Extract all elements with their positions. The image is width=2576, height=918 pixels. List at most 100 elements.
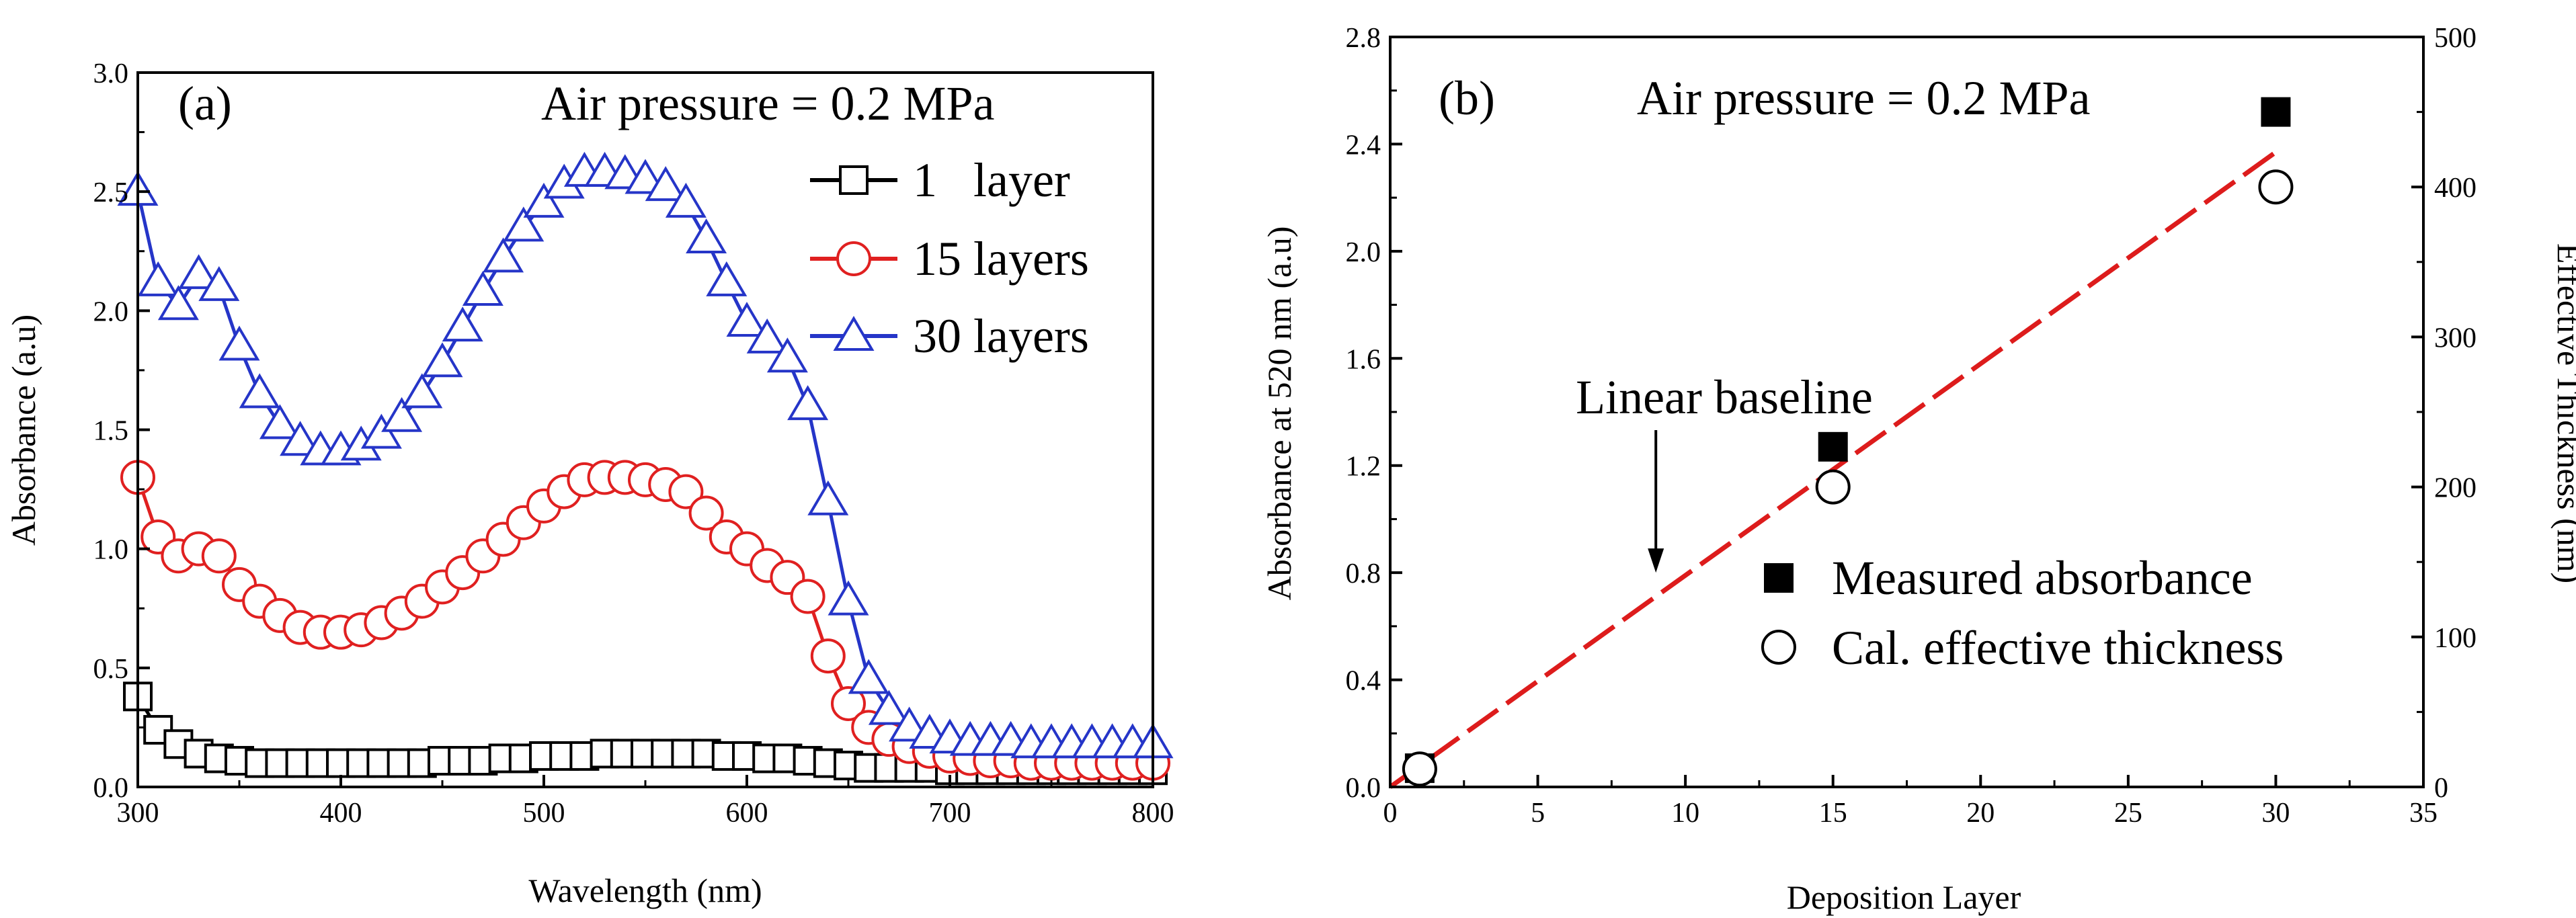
- panel-b-chart: 0 5 10 15 20 25 30 35 0.0 0.4 0.8 1.2 1.6 2.0 2.4 2.8 0 1…: [1260, 23, 2576, 916]
- x-tick-label: 20: [1966, 798, 1995, 829]
- panel-a-annotation: Air pressure = 0.2 MPa: [541, 77, 995, 130]
- panel-b-ticks: 0 5 10 15 20 25 30 35 0.0 0.4 0.8 1.2 1.6 2.0 2.4 2.8 0 1…: [1346, 23, 2477, 829]
- y2-tick-label: 400: [2434, 173, 2477, 204]
- baseline-arrow: [1648, 430, 1664, 573]
- arrow-head: [1648, 548, 1664, 573]
- data-point-15-layers: [688, 495, 724, 531]
- data-point-30-layers: [462, 271, 504, 306]
- legend-entry-thickness: Cal. effective thickness: [1761, 621, 2284, 675]
- y-tick-label: 2.4: [1346, 130, 1381, 161]
- data-point-30-layers: [421, 342, 463, 378]
- data-point-30-layers: [401, 373, 443, 409]
- y-tick-label: 0.0: [1346, 773, 1381, 804]
- x-tick-label: 0: [1383, 798, 1398, 829]
- y2-tick-label: 200: [2434, 473, 2477, 504]
- measured-absorbance-point: [2261, 97, 2291, 127]
- data-point-15-layers: [810, 638, 846, 674]
- legend-label-1-layer: 1 layer: [913, 153, 1070, 207]
- panel-b-y-axis-label: Absorbance at 520 nm (a.u): [1260, 226, 1298, 601]
- legend-entry-15-layers: 15 layers: [810, 232, 1089, 286]
- data-point-15-layers: [201, 538, 237, 574]
- data-point-30-layers: [442, 306, 483, 342]
- legend-entry-1-layer: 1 layer: [810, 153, 1070, 207]
- data-point-30-layers: [280, 421, 321, 456]
- data-point-15-layers: [790, 579, 826, 614]
- data-point-30-layers: [523, 182, 565, 218]
- data-point-30-layers: [218, 325, 260, 361]
- x-tick-label: 30: [2261, 798, 2290, 829]
- panel-a-plot-area: [117, 151, 1174, 786]
- panel-a-y-axis-label: Absorbance (a.u): [5, 315, 42, 546]
- panel-a-legend: 1 layer 15 layers 30 layers: [810, 153, 1089, 363]
- data-point-30-layers: [157, 285, 199, 321]
- panel-b-annotation: Air pressure = 0.2 MPa: [1637, 71, 2091, 125]
- data-point-30-layers: [889, 706, 930, 742]
- y-tick-label: 2.0: [93, 296, 129, 327]
- y-tick-label: 1.6: [1346, 344, 1381, 375]
- y-tick-label: 0.4: [1346, 666, 1381, 697]
- data-point-30-layers: [137, 261, 179, 296]
- data-point-30-layers: [787, 385, 829, 421]
- legend-entry-30-layers: 30 layers: [810, 309, 1089, 363]
- y2-tick-label: 0: [2434, 773, 2448, 804]
- y-tick-label: 1.0: [93, 535, 129, 566]
- data-point-30-layers: [848, 659, 889, 694]
- data-point-15-layers: [831, 685, 866, 721]
- x-tick-label: 35: [2409, 798, 2438, 829]
- data-point-30-layers: [807, 480, 849, 515]
- data-point-30-layers: [178, 254, 220, 290]
- data-point-30-layers: [726, 302, 768, 337]
- x-tick-label: 25: [2114, 798, 2142, 829]
- panel-b-data-points: [1402, 97, 2294, 787]
- data-point-30-layers: [483, 237, 524, 273]
- y-tick-label: 2.5: [93, 177, 129, 208]
- effective-thickness-point: [2258, 169, 2294, 205]
- y-tick-label: 3.0: [93, 58, 129, 89]
- data-point-30-layers: [259, 404, 300, 440]
- y-tick-label: 1.2: [1346, 452, 1381, 483]
- legend-label-15-layers: 15 layers: [913, 232, 1089, 286]
- x-tick-label: 15: [1819, 798, 1847, 829]
- y2-tick-label: 300: [2434, 323, 2477, 353]
- panel-a-label: (a): [178, 77, 232, 130]
- y-tick-label: 0.8: [1346, 558, 1381, 589]
- legend-marker-square: [839, 165, 869, 195]
- legend-marker-filled-square: [1764, 563, 1794, 593]
- measured-absorbance-point: [1818, 431, 1848, 462]
- x-tick-label: 500: [523, 798, 565, 829]
- panel-a-series-markers: [117, 151, 1174, 786]
- data-point-30-layers: [503, 206, 545, 242]
- panel-a-ticks: 300 400 500 600 700 800 0.0 0.5 1.0 1.5 2.0 2.5 3.0: [93, 58, 1174, 829]
- data-point-30-layers: [625, 159, 666, 194]
- panel-a-chart: 300 400 500 600 700 8000.00.51.01.52.02.53.0 …: [5, 58, 1174, 909]
- legend-entry-measured: Measured absorbance: [1764, 551, 2253, 605]
- x-tick-label: 5: [1531, 798, 1545, 829]
- data-point-30-layers: [665, 182, 707, 218]
- panel-a-x-axis-label: Wavelength (nm): [528, 872, 762, 909]
- legend-label-measured: Measured absorbance: [1832, 551, 2253, 605]
- data-point-30-layers: [706, 261, 748, 296]
- legend-label-30-layers: 30 layers: [913, 309, 1089, 363]
- panel-b-label: (b): [1439, 71, 1495, 125]
- x-tick-label: 400: [320, 798, 362, 829]
- panel-b-legend: Measured absorbance Cal. effective thick…: [1761, 551, 2284, 675]
- data-point-30-layers: [746, 318, 788, 353]
- legend-marker-open-circle: [1761, 630, 1796, 665]
- legend-label-thickness: Cal. effective thickness: [1832, 621, 2284, 675]
- data-point-30-layers: [645, 166, 686, 202]
- legend-marker-triangle: [833, 316, 875, 351]
- data-point-30-layers: [766, 337, 808, 373]
- x-tick-label: 700: [929, 798, 971, 829]
- baseline-label: Linear baseline: [1576, 370, 1873, 424]
- x-tick-label: 10: [1671, 798, 1699, 829]
- y-tick-label: 0.5: [93, 654, 129, 685]
- data-point-30-layers: [686, 218, 727, 254]
- x-tick-label: 800: [1132, 798, 1174, 829]
- data-point-30-layers: [198, 265, 240, 301]
- y-tick-label: 2.0: [1346, 237, 1381, 268]
- y-tick-label: 1.5: [93, 416, 129, 447]
- panel-b-y2-axis-label: Effective Thickness (nm): [2550, 243, 2576, 583]
- legend-marker-circle: [836, 241, 871, 276]
- data-point-30-layers: [239, 373, 280, 409]
